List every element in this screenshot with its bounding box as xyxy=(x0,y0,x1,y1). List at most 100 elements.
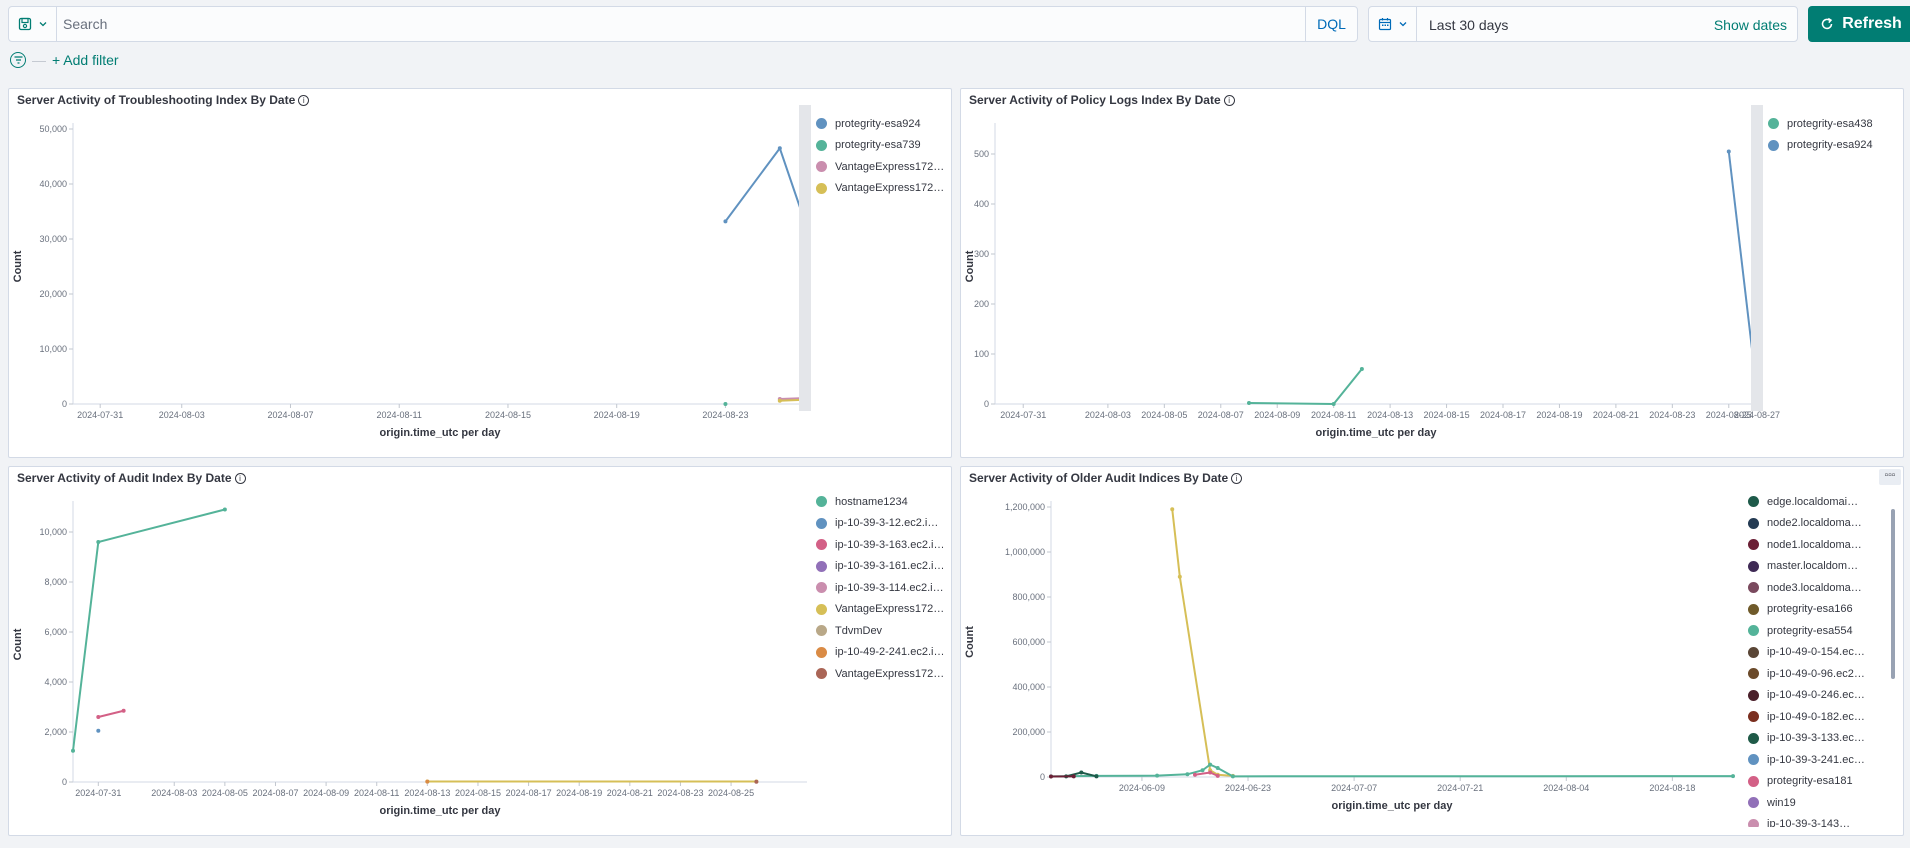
legend-item[interactable]: TdvmDev xyxy=(816,620,951,642)
legend-color-swatch xyxy=(816,161,827,173)
legend-label: ip-10-49-0-182.ec… xyxy=(1767,710,1865,723)
data-point xyxy=(222,507,227,512)
line-chart: 0 10,000 20,000 30,000 40,000 50,000 2024-07-3… xyxy=(12,105,811,439)
legend-item[interactable]: protegrity-esa924 xyxy=(1768,135,1903,157)
quick-date-menu-button[interactable] xyxy=(1369,7,1417,41)
data-point xyxy=(1192,772,1197,777)
x-tick-label: 2024-08-09 xyxy=(303,788,349,798)
legend-item[interactable]: VantageExpress172… xyxy=(816,178,951,200)
y-tick-label: 400,000 xyxy=(1012,682,1045,692)
legend-item[interactable]: protegrity-esa166 xyxy=(1748,599,1888,621)
show-dates-link[interactable]: Show dates xyxy=(1713,17,1787,33)
add-filter-button[interactable]: + Add filter xyxy=(52,52,119,68)
legend-item[interactable]: ip-10-49-0-246.ec… xyxy=(1748,685,1888,707)
refresh-icon xyxy=(1821,17,1833,30)
panel-older-audit-indices: Server Activity of Older Audit Indices B… xyxy=(960,466,1904,836)
info-icon[interactable]: i xyxy=(298,94,310,106)
data-point xyxy=(723,219,728,224)
legend-item[interactable]: protegrity-esa924 xyxy=(816,113,951,135)
legend-item[interactable]: ip-10-49-0-154.ec… xyxy=(1748,642,1888,664)
legend-label: protegrity-esa739 xyxy=(835,139,921,152)
legend-item[interactable]: ip-10-49-2-241.ec2.i… xyxy=(816,642,951,664)
y-tick-label: 6,000 xyxy=(44,627,67,637)
legend-item[interactable]: ip-10-39-3-133.ec… xyxy=(1748,728,1888,750)
legend-color-swatch xyxy=(816,646,827,658)
data-point xyxy=(1215,766,1220,770)
legend-item[interactable]: node1.localdoma… xyxy=(1748,534,1888,556)
legend-item[interactable]: ip-10-39-3-143… xyxy=(1748,814,1888,827)
legend-item[interactable]: protegrity-esa438 xyxy=(1768,113,1903,135)
legend-item[interactable]: protegrity-esa181 xyxy=(1748,771,1888,793)
legend-item[interactable]: master.localdom… xyxy=(1748,556,1888,578)
x-tick-label: 2024-08-03 xyxy=(159,410,205,420)
y-tick-label: 10,000 xyxy=(39,527,67,537)
legend-item[interactable]: VantageExpress172… xyxy=(816,156,951,178)
data-point xyxy=(96,540,101,544)
legend-color-swatch xyxy=(816,182,827,194)
legend-scrollbar xyxy=(799,105,811,411)
legend-label: node2.localdoma… xyxy=(1767,517,1862,530)
data-point xyxy=(1177,574,1182,579)
legend-item[interactable]: ip-10-39-3-161.ec2.i… xyxy=(816,556,951,578)
legend-item[interactable]: ip-10-49-0-182.ec… xyxy=(1748,706,1888,728)
info-icon[interactable]: i xyxy=(1223,94,1235,106)
legend-item[interactable]: protegrity-esa554 xyxy=(1748,620,1888,642)
chart-legend: protegrity-esa438 protegrity-esa924 xyxy=(1768,113,1903,156)
legend-color-swatch xyxy=(1748,517,1759,529)
data-point xyxy=(1155,773,1160,778)
data-point xyxy=(1247,401,1251,405)
legend-item[interactable]: edge.localdomai… xyxy=(1748,491,1888,513)
legend-item[interactable]: ip-10-39-3-12.ec2.i… xyxy=(816,513,951,535)
x-tick-label: 2024-07-31 xyxy=(75,788,121,798)
legend-item[interactable]: ip-10-39-3-241.ec… xyxy=(1748,749,1888,771)
data-point xyxy=(723,402,728,406)
legend-label: protegrity-esa924 xyxy=(1787,139,1873,152)
legend-item[interactable]: VantageExpress172… xyxy=(816,663,951,685)
legend-color-swatch xyxy=(816,603,827,615)
legend-label: protegrity-esa438 xyxy=(1787,117,1873,130)
saved-query-icon xyxy=(18,17,31,31)
search-input[interactable] xyxy=(63,11,1263,37)
legend-label: edge.localdomai… xyxy=(1767,495,1859,508)
data-point xyxy=(1331,402,1336,406)
chart-legend[interactable]: edge.localdomai… node2.localdoma… node1.lo… xyxy=(1748,491,1888,827)
legend-item[interactable]: hostname1234 xyxy=(816,491,951,513)
legend-item[interactable]: ip-10-39-3-114.ec2.i… xyxy=(816,577,951,599)
query-language-button[interactable]: DQL xyxy=(1305,7,1357,41)
legend-label: protegrity-esa554 xyxy=(1767,624,1853,637)
legend-label: protegrity-esa166 xyxy=(1767,603,1853,616)
x-tick-label: 2024-08-15 xyxy=(1424,410,1470,420)
y-tick-label: 50,000 xyxy=(39,124,67,134)
y-tick-label: 8,000 xyxy=(44,577,67,587)
legend-label: TdvmDev xyxy=(835,624,883,637)
x-tick-label: 2024-08-13 xyxy=(1367,410,1413,420)
y-tick-label: 200 xyxy=(974,299,989,309)
data-point xyxy=(1079,770,1084,775)
legend-item[interactable]: node2.localdoma… xyxy=(1748,513,1888,535)
y-axis-title: Count xyxy=(12,628,24,660)
panel-title-text: Server Activity of Policy Logs Index By … xyxy=(969,93,1221,107)
legend-item[interactable]: ip-10-49-0-96.ec2… xyxy=(1748,663,1888,685)
data-point xyxy=(1359,367,1364,371)
date-range-text[interactable]: Last 30 days xyxy=(1429,17,1509,33)
legend-item[interactable]: ip-10-39-3-163.ec2.i… xyxy=(816,534,951,556)
legend-item[interactable]: VantageExpress172… xyxy=(816,599,951,621)
panel-options-button[interactable]: ▫▫▫ xyxy=(1879,469,1901,485)
info-icon[interactable]: i xyxy=(1231,472,1243,484)
legend-item[interactable]: node3.localdoma… xyxy=(1748,577,1888,599)
saved-queries-button[interactable] xyxy=(9,7,57,41)
legend-label: VantageExpress172… xyxy=(835,160,945,173)
data-point xyxy=(71,748,75,753)
data-point xyxy=(1071,774,1076,779)
filter-options-icon[interactable] xyxy=(10,52,26,68)
line-chart: 0 100 200 300 400 500 2024-07-31 2024-08-03 2024… xyxy=(964,105,1780,439)
series-line xyxy=(1050,763,1734,778)
panel-troubleshooting-index: Server Activity of Troubleshooting Index… xyxy=(8,88,952,458)
refresh-button[interactable]: Refresh xyxy=(1808,6,1910,42)
legend-item[interactable]: win19 xyxy=(1748,792,1888,814)
data-point xyxy=(1215,773,1220,778)
y-tick-label: 1,200,000 xyxy=(1005,502,1045,512)
legend-item[interactable]: protegrity-esa739 xyxy=(816,135,951,157)
info-icon[interactable]: i xyxy=(234,472,246,484)
series-line xyxy=(72,508,226,751)
